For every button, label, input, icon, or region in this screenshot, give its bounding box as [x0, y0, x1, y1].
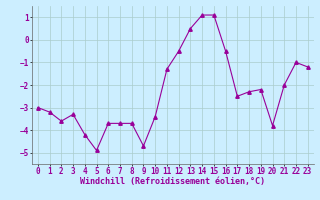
X-axis label: Windchill (Refroidissement éolien,°C): Windchill (Refroidissement éolien,°C): [80, 177, 265, 186]
